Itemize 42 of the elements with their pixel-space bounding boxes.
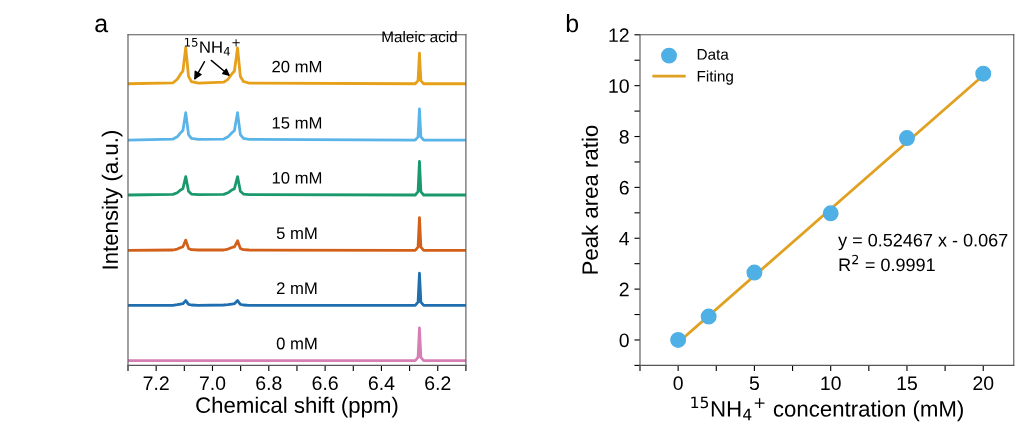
point bbox=[975, 65, 992, 82]
y-tick-label: 6 bbox=[619, 180, 629, 195]
series-label: 2 mM bbox=[276, 282, 317, 294]
x-tick-label: 6.6 bbox=[312, 376, 338, 391]
series-label: 15 mM bbox=[272, 117, 322, 129]
annotation: R$^{2}$ = 0.9991 bbox=[839, 254, 935, 272]
legend-label: Fiting bbox=[697, 70, 733, 85]
x-tick-label: 6.2 bbox=[425, 376, 451, 391]
y-tick-label: 0 bbox=[619, 333, 629, 348]
chart-title: a bbox=[95, 18, 109, 33]
x-tick-label: 5 bbox=[749, 376, 760, 391]
point bbox=[822, 205, 839, 222]
point bbox=[700, 308, 717, 325]
annotation: Maleic acid bbox=[382, 31, 457, 43]
annotation: $^{15}$NH$_{4}$$^{+}$ bbox=[184, 37, 240, 56]
series-label: 10 mM bbox=[272, 171, 322, 184]
legend-label: Data bbox=[697, 49, 729, 60]
series-label: 0 mM bbox=[276, 337, 317, 350]
point bbox=[898, 130, 915, 147]
x-tick-label: 6.4 bbox=[368, 376, 395, 391]
chart-title: b bbox=[566, 13, 579, 33]
x-tick-label: 10 bbox=[821, 376, 841, 391]
series-label: 5 mM bbox=[276, 227, 317, 240]
x-axis-title: Chemical shift (ppm) bbox=[196, 396, 398, 418]
annotation: y = 0.52467 x - 0.067 bbox=[838, 233, 1008, 251]
x-tick-label: 6.8 bbox=[256, 376, 282, 391]
x-tick-label: 20 bbox=[973, 376, 994, 391]
y-tick-label: 10 bbox=[609, 79, 629, 93]
x-tick-label: 15 bbox=[897, 376, 917, 391]
x-axis-title: $^{15}$NH$_{4}$$^{+}$ concentration (mM) bbox=[691, 396, 963, 422]
x-tick-label: 7.2 bbox=[143, 376, 169, 390]
x-tick-label: 7.0 bbox=[199, 376, 226, 391]
series-label: 20 mM bbox=[272, 60, 322, 73]
y-tick-label: 4 bbox=[619, 231, 630, 246]
point bbox=[746, 264, 763, 281]
y-axis-title: Intensity (a.u.) bbox=[101, 131, 123, 269]
point bbox=[670, 331, 687, 348]
y-tick-label: 12 bbox=[609, 28, 629, 42]
y-axis-title: Peak area ratio bbox=[581, 125, 599, 274]
y-tick-label: 2 bbox=[619, 282, 629, 297]
y-tick-label: 8 bbox=[619, 129, 629, 144]
x-tick-label: 0 bbox=[673, 376, 683, 391]
